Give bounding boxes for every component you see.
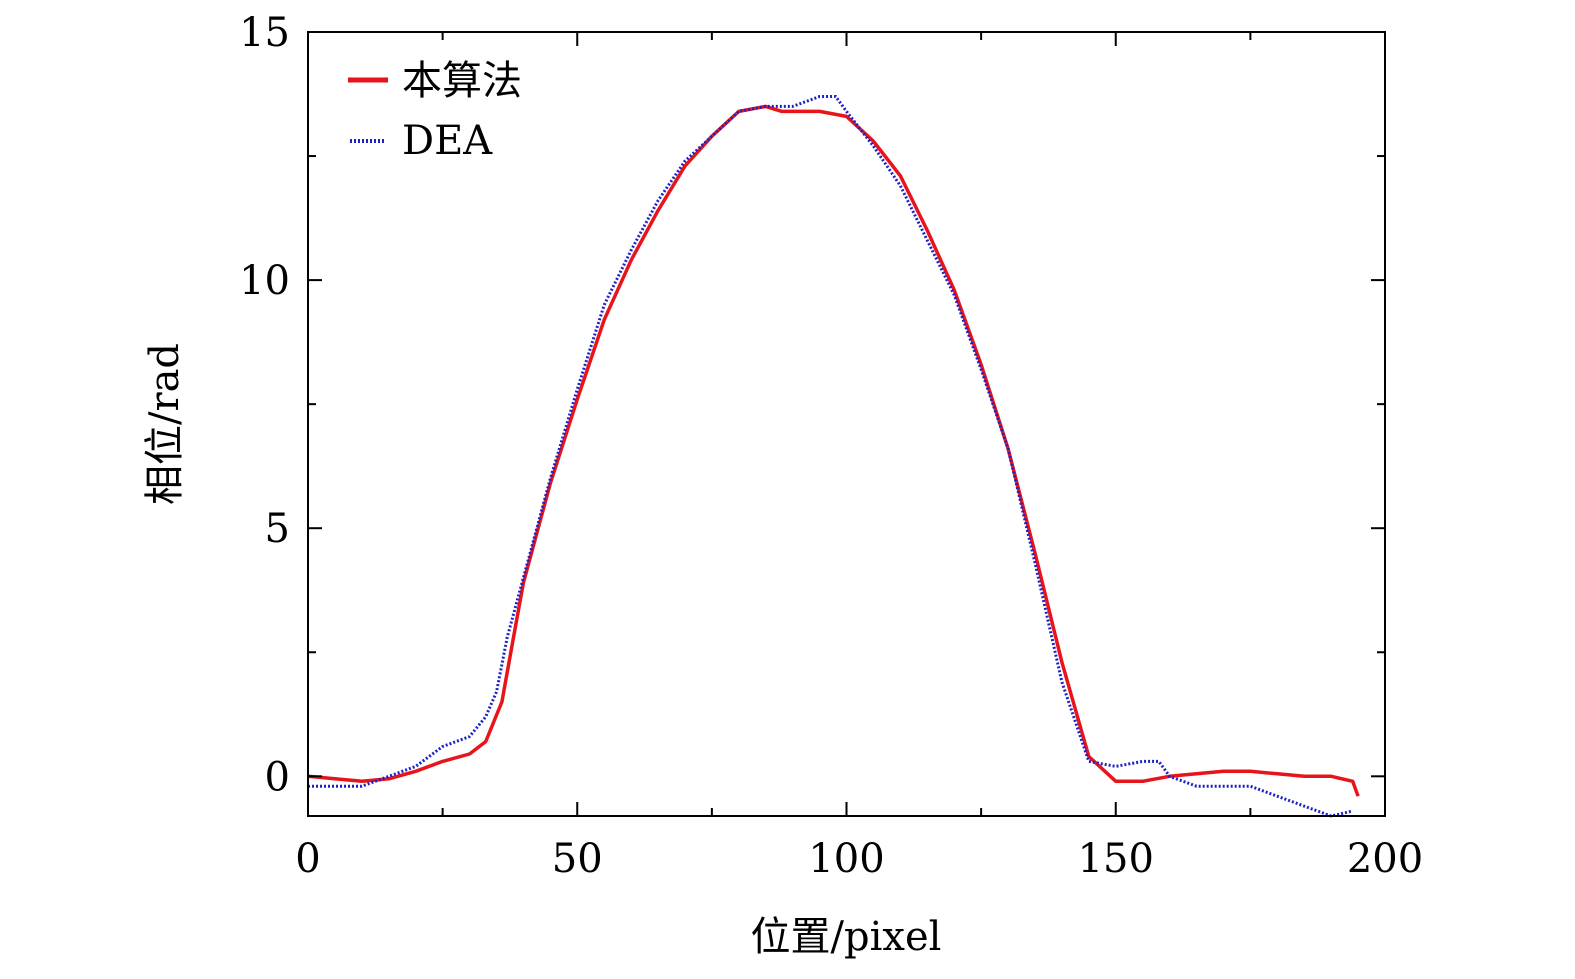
x-axis-title: 位置/pixel (751, 914, 942, 960)
series-layer (307, 95, 1360, 818)
axis-ticks (307, 31, 1386, 816)
axis-tick-labels: 0 50 100 150 200 0 5 10 15 (239, 10, 1423, 882)
y-axis-title: 相位/rad (142, 343, 188, 505)
legend: 本算法 DEA (348, 58, 522, 164)
x-tick-label: 150 (1078, 836, 1154, 882)
y-tick-label: 0 (265, 754, 290, 800)
y-tick-label: 5 (265, 506, 290, 552)
y-tick-label: 15 (239, 10, 290, 56)
y-tick-label: 10 (239, 258, 290, 304)
legend-label-series-2: DEA (402, 118, 493, 164)
x-tick-label: 0 (295, 836, 320, 882)
legend-label-series-1: 本算法 (402, 58, 522, 104)
series-line-1 (307, 104, 1360, 797)
x-tick-label: 100 (808, 836, 884, 882)
x-tick-label: 50 (552, 836, 603, 882)
x-tick-label: 200 (1347, 836, 1423, 882)
series-line-2 (308, 95, 1354, 818)
